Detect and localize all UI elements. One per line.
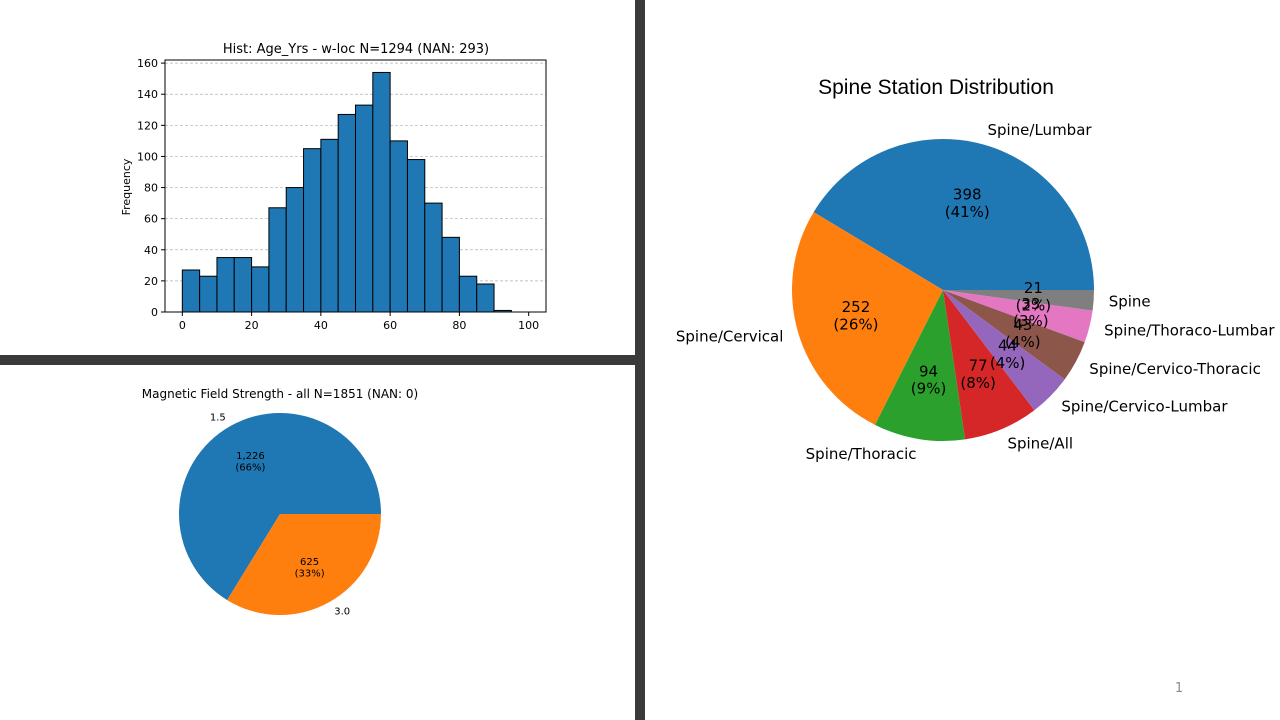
spine-pie-slice-percent: (4%): [990, 354, 1026, 372]
spine-pie-slice-percent: (4%): [1005, 333, 1041, 351]
histogram-bar: [251, 266, 270, 313]
spine-pie-slice-percent: (9%): [911, 380, 947, 398]
histogram-plot-frame: [164, 59, 547, 313]
field-strength-pie-slice-label: 1.5: [210, 413, 226, 424]
spine-pie-slice-percent: (26%): [833, 315, 878, 333]
histogram-bar: [285, 187, 305, 313]
spine-pie-slice-label: Spine/All: [1007, 434, 1073, 452]
age-histogram: Hist: Age_Yrs - w-loc N=1294 (NAN: 293) …: [120, 42, 547, 332]
spine-pie-title: Spine Station Distribution: [818, 76, 1054, 99]
histogram-bar: [476, 283, 495, 313]
field-strength-pie-chart: Magnetic Field Strength - all N=1851 (NA…: [142, 387, 418, 617]
histogram-bar: [216, 257, 235, 313]
histogram-bar: [424, 202, 443, 313]
field-strength-pie-title: Magnetic Field Strength - all N=1851 (NA…: [142, 387, 418, 401]
histogram-ytick-label: 120: [137, 119, 158, 132]
field-strength-pie-slice: [178, 412, 381, 601]
spine-pie-slice-value: 77: [969, 357, 988, 375]
histogram-bar: [406, 159, 426, 313]
spine-pie-slice: [791, 212, 943, 425]
spine-pie-slice-value: 252: [842, 298, 871, 316]
histogram-bar: [320, 138, 339, 313]
histogram-xtick-label: 80: [452, 319, 466, 332]
spine-pie-slice-percent: (41%): [945, 203, 990, 221]
histogram-ytick-label: 80: [144, 182, 158, 195]
histogram-ytick-label: 140: [137, 88, 158, 101]
page-number: 1: [1175, 681, 1183, 696]
spine-pie-slice-label: Spine/Lumbar: [987, 121, 1092, 139]
histogram-bar: [389, 140, 408, 313]
histogram-bar: [303, 148, 322, 313]
histogram-xtick-label: 100: [518, 319, 539, 332]
spine-pie-slice-value: 398: [953, 186, 982, 204]
spine-pie-slice-label: Spine: [1109, 293, 1151, 311]
spine-pie-slice-value: 33: [1021, 295, 1040, 313]
histogram-bar: [458, 275, 478, 313]
histogram-bar: [233, 257, 253, 313]
histogram-xtick-label: 0: [179, 319, 186, 332]
histogram-bar: [181, 269, 201, 313]
spine-pie-slice-percent: (3%): [1013, 312, 1049, 330]
field-strength-pie-slice-percent: (33%): [295, 568, 325, 579]
spine-pie-slice-label: Spine/Thoracic: [806, 445, 917, 463]
spine-station-pie-chart: Spine Station Distribution Spine/Lumbar 3…: [676, 76, 1276, 463]
field-strength-pie-slice-value: 1,226: [236, 451, 265, 462]
spine-pie-slice: [943, 290, 1065, 411]
spine-pie-slice-percent: (2%): [1016, 296, 1052, 314]
vertical-divider: [635, 0, 645, 720]
spine-pie-slice-value: 94: [919, 362, 938, 380]
spine-pie-slice: [943, 290, 1085, 380]
horizontal-divider: [0, 355, 635, 365]
histogram-xtick-label: 40: [314, 319, 328, 332]
histogram-ytick-label: 160: [137, 57, 158, 70]
spine-pie-slice-label: Spine/Cervical: [676, 327, 784, 345]
histogram-ytick-label: 60: [144, 213, 158, 226]
field-strength-pie-slice-percent: (66%): [235, 463, 265, 474]
histogram-bar: [199, 275, 218, 313]
field-strength-pie-slice-label: 3.0: [334, 606, 350, 617]
histogram-xtick-label: 60: [383, 319, 397, 332]
spine-pie-slice: [875, 290, 966, 441]
spine-pie-slice-label: Spine/Cervico-Lumbar: [1061, 398, 1228, 416]
spine-pie-slice-label: Spine/Cervico-Thoracic: [1089, 360, 1261, 378]
spine-pie-slice: [943, 290, 1093, 343]
spine-pie-slice: [813, 138, 1094, 290]
histogram-xtick-label: 20: [245, 319, 259, 332]
histogram-bar: [268, 207, 287, 313]
histogram-bar: [441, 236, 460, 313]
histogram-ytick-label: 40: [144, 244, 158, 257]
spine-pie-slice-percent: (8%): [960, 374, 996, 392]
field-strength-pie-slice-value: 625: [300, 557, 319, 568]
spine-pie-slice-value: 21: [1024, 279, 1043, 297]
histogram-ylabel: Frequency: [120, 158, 133, 215]
spine-pie-slice: [943, 290, 1094, 311]
field-strength-pie-slice: [227, 514, 381, 615]
histogram-ytick-label: 0: [151, 306, 158, 319]
spine-pie-slice: [943, 290, 1035, 440]
spine-pie-slice-label: Spine/Thoraco-Lumbar: [1104, 322, 1275, 340]
spine-pie-slice-value: 44: [998, 337, 1017, 355]
histogram-bar: [337, 113, 357, 313]
histogram-bar: [372, 71, 391, 313]
histogram-title: Hist: Age_Yrs - w-loc N=1294 (NAN: 293): [223, 42, 489, 57]
spine-pie-slice-value: 43: [1013, 316, 1032, 334]
histogram-ytick-label: 20: [144, 275, 158, 288]
histogram-ytick-label: 100: [137, 150, 158, 163]
histogram-bar: [355, 104, 374, 313]
